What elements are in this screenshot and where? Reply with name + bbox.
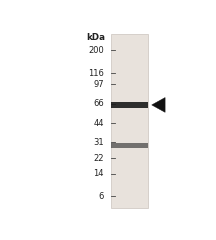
Text: 31: 31 bbox=[93, 138, 104, 147]
Text: 22: 22 bbox=[94, 154, 104, 163]
Text: 97: 97 bbox=[93, 80, 104, 89]
Bar bbox=[111, 143, 148, 148]
Bar bbox=[111, 102, 148, 108]
Text: 200: 200 bbox=[88, 46, 104, 54]
Text: 14: 14 bbox=[94, 169, 104, 178]
Text: kDa: kDa bbox=[87, 33, 106, 42]
Bar bbox=[111, 34, 148, 208]
Text: 44: 44 bbox=[94, 119, 104, 127]
Text: 116: 116 bbox=[88, 69, 104, 78]
Polygon shape bbox=[152, 97, 165, 112]
Text: 6: 6 bbox=[99, 192, 104, 201]
Text: 66: 66 bbox=[93, 99, 104, 108]
